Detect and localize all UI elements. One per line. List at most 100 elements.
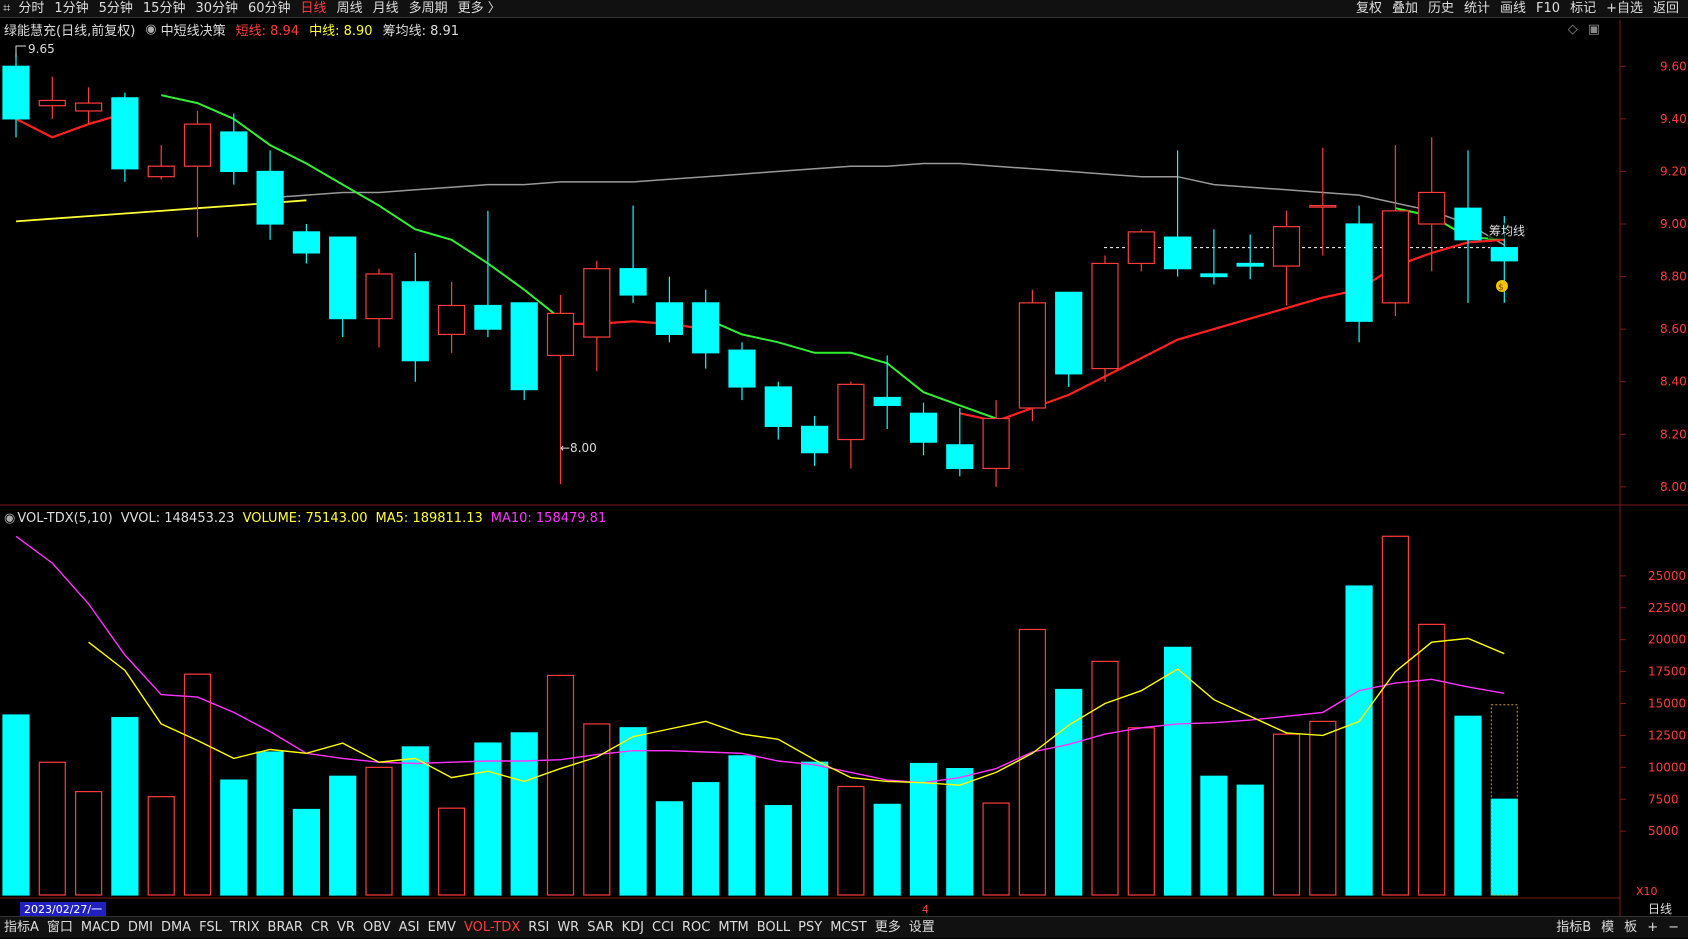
volume-indicator-name[interactable]: VOL-TDX(5,10) bbox=[17, 510, 113, 526]
candle[interactable] bbox=[909, 402, 938, 456]
indicator-tab-4[interactable]: DMA bbox=[160, 919, 192, 935]
volume-bar[interactable] bbox=[619, 727, 647, 896]
indicator-tab-12[interactable]: EMV bbox=[427, 919, 456, 935]
candle[interactable] bbox=[38, 76, 66, 119]
period-tab-8[interactable]: 月线 bbox=[372, 0, 399, 16]
indicator-right-tab-1[interactable]: 模 bbox=[1601, 920, 1615, 935]
volume-bar[interactable] bbox=[292, 808, 320, 896]
indicator-tab-0[interactable]: 指标A bbox=[4, 919, 39, 935]
volume-bar[interactable] bbox=[764, 805, 792, 896]
indicator-tab-24[interactable]: 更多 bbox=[874, 919, 901, 935]
volume-bar[interactable] bbox=[1381, 535, 1410, 896]
volume-bar[interactable] bbox=[837, 785, 865, 896]
indicator-tab-11[interactable]: ASI bbox=[398, 919, 420, 935]
toolbar-button-1[interactable]: 叠加 bbox=[1391, 1, 1418, 16]
volume-bar[interactable] bbox=[401, 746, 429, 896]
candle[interactable] bbox=[1200, 229, 1228, 285]
indicator-tab-2[interactable]: MACD bbox=[80, 919, 120, 935]
candle[interactable] bbox=[800, 415, 829, 466]
period-tab-6[interactable]: 日线 bbox=[300, 0, 327, 16]
money-bag-icon[interactable] bbox=[1496, 280, 1508, 292]
candle[interactable] bbox=[1127, 229, 1155, 272]
candle[interactable] bbox=[1091, 255, 1119, 382]
volume-bar[interactable] bbox=[873, 803, 901, 896]
stock-chart[interactable]: 9.60 9.40 9.20 9.00 8.80 8.60 8.40 8.20 8.00 250… bbox=[0, 0, 1688, 916]
candle[interactable] bbox=[256, 150, 284, 240]
indicator-tab-20[interactable]: MTM bbox=[718, 919, 749, 935]
candle[interactable] bbox=[1055, 291, 1083, 387]
toolbar-button-3[interactable]: 统计 bbox=[1464, 1, 1491, 16]
candle[interactable] bbox=[292, 224, 320, 264]
candle[interactable] bbox=[329, 236, 357, 338]
toolbar-button-2[interactable]: 历史 bbox=[1427, 1, 1454, 16]
toolbar-button-6[interactable]: 标记 bbox=[1570, 1, 1597, 16]
indicator-right-tab-3[interactable]: + bbox=[1647, 920, 1659, 935]
indicator-tab-3[interactable]: DMI bbox=[127, 919, 153, 935]
candle[interactable] bbox=[655, 276, 684, 343]
candle[interactable] bbox=[764, 381, 792, 440]
volume-bar[interactable] bbox=[474, 742, 502, 896]
candle[interactable] bbox=[1018, 289, 1047, 422]
volume-bar[interactable] bbox=[1127, 727, 1155, 896]
volume-bar[interactable] bbox=[1236, 784, 1264, 896]
candle[interactable] bbox=[1236, 234, 1264, 280]
volume-bar[interactable] bbox=[1163, 646, 1192, 896]
volume-bar[interactable] bbox=[111, 716, 139, 896]
period-tab-7[interactable]: 周线 bbox=[336, 0, 363, 16]
candle[interactable] bbox=[183, 110, 212, 238]
volume-bar[interactable] bbox=[1055, 688, 1083, 896]
period-tab-10[interactable]: 更多 〉 bbox=[457, 0, 501, 16]
period-tab-0[interactable]: 分时 bbox=[18, 0, 45, 16]
indicator-right-tab-2[interactable]: 板 bbox=[1624, 920, 1638, 935]
volume-bar[interactable] bbox=[583, 723, 611, 896]
candle[interactable] bbox=[1309, 147, 1337, 256]
candle[interactable] bbox=[837, 381, 865, 469]
period-tab-5[interactable]: 60分钟 bbox=[248, 0, 291, 16]
volume-bar[interactable] bbox=[800, 761, 829, 896]
volume-bar[interactable] bbox=[256, 751, 284, 896]
indicator-tab-14[interactable]: RSI bbox=[528, 919, 550, 935]
indicator-tab-10[interactable]: OBV bbox=[362, 919, 391, 935]
window-toggle-icon[interactable]: ▣ bbox=[1587, 21, 1600, 37]
indicator-tab-1[interactable]: 窗口 bbox=[46, 919, 73, 935]
toolbar-button-7[interactable]: +自选 bbox=[1606, 1, 1643, 16]
candle[interactable] bbox=[438, 281, 466, 353]
candle[interactable] bbox=[692, 289, 720, 369]
candle[interactable] bbox=[1345, 205, 1373, 343]
indicator-tab-13[interactable]: VOL-TDX bbox=[463, 919, 521, 935]
volume-bar[interactable] bbox=[1309, 720, 1337, 896]
toolbar-button-5[interactable]: F10 bbox=[1536, 1, 1561, 16]
indicator-name[interactable]: 中短线决策 bbox=[160, 23, 226, 39]
indicator-tab-15[interactable]: WR bbox=[557, 919, 580, 935]
indicator-tab-5[interactable]: FSL bbox=[199, 919, 222, 935]
volume-bar[interactable] bbox=[220, 779, 248, 896]
volume-bar[interactable] bbox=[510, 732, 538, 896]
candle[interactable] bbox=[583, 260, 611, 372]
indicator-tab-19[interactable]: ROC bbox=[682, 919, 711, 935]
volume-bar[interactable] bbox=[1345, 585, 1373, 896]
period-tab-3[interactable]: 15分钟 bbox=[142, 0, 186, 16]
indicator-tab-9[interactable]: VR bbox=[337, 919, 355, 935]
volume-bar[interactable] bbox=[728, 755, 756, 896]
candle[interactable] bbox=[1272, 210, 1301, 306]
volume-bar[interactable] bbox=[1418, 623, 1446, 896]
volume-bar[interactable] bbox=[74, 790, 103, 896]
candle[interactable] bbox=[220, 113, 248, 185]
app-menu-icon[interactable]: ⌗ bbox=[3, 0, 11, 16]
candle[interactable] bbox=[1381, 145, 1410, 316]
indicator-right-tab-0[interactable]: 指标B bbox=[1556, 920, 1592, 935]
toolbar-button-8[interactable]: 返回 bbox=[1652, 1, 1679, 16]
indicator-tab-8[interactable]: CR bbox=[310, 919, 330, 935]
indicator-dropdown-icon[interactable]: ◉ bbox=[145, 21, 157, 37]
volume-bar[interactable] bbox=[1272, 733, 1301, 896]
candle[interactable] bbox=[873, 355, 901, 430]
candle[interactable] bbox=[111, 92, 139, 182]
diamond-icon[interactable]: ◇ bbox=[1567, 21, 1578, 37]
indicator-tab-22[interactable]: PSY bbox=[798, 919, 823, 935]
volume-bar[interactable] bbox=[365, 766, 393, 896]
volume-bar[interactable] bbox=[655, 801, 684, 896]
volume-bar[interactable] bbox=[982, 802, 1010, 896]
candle[interactable] bbox=[474, 210, 502, 338]
indicator-right-tab-4[interactable]: − bbox=[1668, 920, 1679, 935]
candle[interactable] bbox=[619, 205, 647, 303]
